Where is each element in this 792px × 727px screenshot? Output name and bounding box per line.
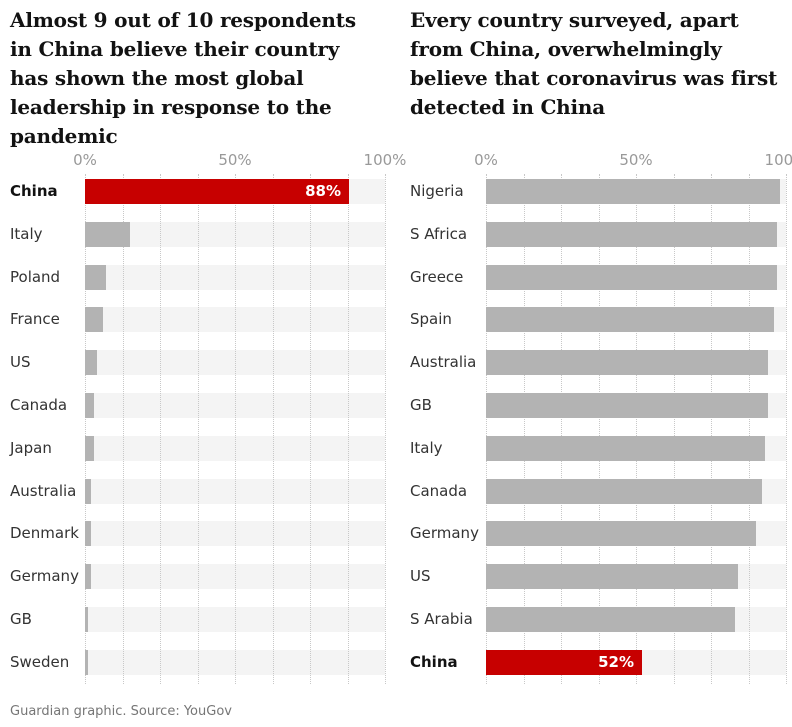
- right-bar-spain: [486, 307, 774, 333]
- right-bar-australia: [486, 350, 768, 376]
- right-bar-greece: [486, 264, 777, 290]
- right-chart-title: Every country surveyed, apart from China…: [410, 8, 778, 119]
- right-gridline: [786, 174, 787, 684]
- left-gridline: [235, 174, 236, 684]
- left-category-label: Sweden: [10, 652, 70, 671]
- left-bar-us: [85, 350, 97, 376]
- left-gridline: [197, 174, 199, 684]
- right-bar-s-arabia: [486, 607, 735, 632]
- right-bar-china: [486, 649, 642, 675]
- left-bar-france: [85, 307, 103, 333]
- right-bar-germany: [486, 521, 756, 547]
- left-tick-label: 50%: [218, 151, 252, 169]
- right-gridline: [598, 174, 600, 684]
- left-bar-australia: [85, 478, 91, 504]
- left-bar-italy: [85, 221, 130, 247]
- left-gridline: [85, 174, 86, 684]
- right-category-label: US: [410, 567, 431, 586]
- left-gridline: [347, 174, 349, 684]
- left-category-label: China: [10, 182, 58, 200]
- right-bar-us: [486, 564, 738, 590]
- left-chart-title: Almost 9 out of 10 respondents in China …: [10, 8, 356, 148]
- right-gridline: [748, 174, 750, 684]
- left-tick-label: 0%: [73, 151, 97, 169]
- left-bar-china: [85, 179, 349, 204]
- left-category-label: GB: [10, 610, 32, 628]
- right-data-label: 52%: [598, 652, 634, 671]
- left-category-label: Japan: [10, 438, 52, 457]
- left-category-label: Canada: [10, 396, 68, 414]
- left-category-label: Germany: [10, 567, 79, 586]
- right-bar-italy: [486, 435, 765, 461]
- left-category-label: Denmark: [10, 524, 79, 543]
- left-category-label: Australia: [10, 481, 77, 500]
- right-category-label: S Arabia: [410, 610, 473, 628]
- left-bar-japan: [85, 435, 94, 461]
- right-category-label: Spain: [410, 310, 452, 329]
- left-category-label: Italy: [10, 224, 43, 243]
- left-tick-label: 100%: [363, 151, 407, 169]
- left-gridline: [385, 174, 386, 684]
- right-bar-canada: [486, 478, 762, 504]
- right-category-label: GB: [410, 396, 432, 414]
- left-bar-sweden: [85, 649, 88, 675]
- left-data-label: 88%: [305, 182, 341, 200]
- right-gridline: [523, 174, 525, 684]
- right-gridline: [486, 174, 487, 684]
- left-bar-canada: [85, 393, 94, 418]
- left-category-label: US: [10, 353, 31, 372]
- right-category-label: Nigeria: [410, 182, 464, 200]
- right-tick-label: 50%: [619, 151, 653, 169]
- right-category-label: Greece: [410, 267, 464, 286]
- right-category-label: Australia: [410, 353, 477, 372]
- right-gridline: [636, 174, 637, 684]
- left-gridline: [160, 174, 161, 684]
- left-gridline: [272, 174, 274, 684]
- source-note: Guardian graphic. Source: YouGov: [10, 704, 232, 719]
- right-category-label: Germany: [410, 524, 479, 543]
- right-bar-gb: [486, 393, 768, 418]
- right-category-label: Italy: [410, 438, 443, 457]
- right-category-label: S Africa: [410, 224, 468, 243]
- left-bar-denmark: [85, 521, 91, 547]
- right-category-label: Canada: [410, 481, 468, 500]
- left-gridline: [122, 174, 124, 684]
- left-category-label: Poland: [10, 267, 61, 286]
- right-category-label: China: [410, 652, 458, 671]
- right-bar-nigeria: [486, 179, 780, 204]
- right-gridline: [711, 174, 712, 684]
- left-bar-poland: [85, 264, 106, 290]
- right-gridline: [561, 174, 562, 684]
- left-bar-gb: [85, 607, 88, 632]
- left-category-label: France: [10, 310, 60, 329]
- right-tick-label: 100%: [764, 151, 792, 169]
- right-gridline: [673, 174, 675, 684]
- right-bar-s-africa: [486, 221, 777, 247]
- left-bar-germany: [85, 564, 91, 590]
- left-gridline: [310, 174, 311, 684]
- right-tick-label: 0%: [474, 151, 498, 169]
